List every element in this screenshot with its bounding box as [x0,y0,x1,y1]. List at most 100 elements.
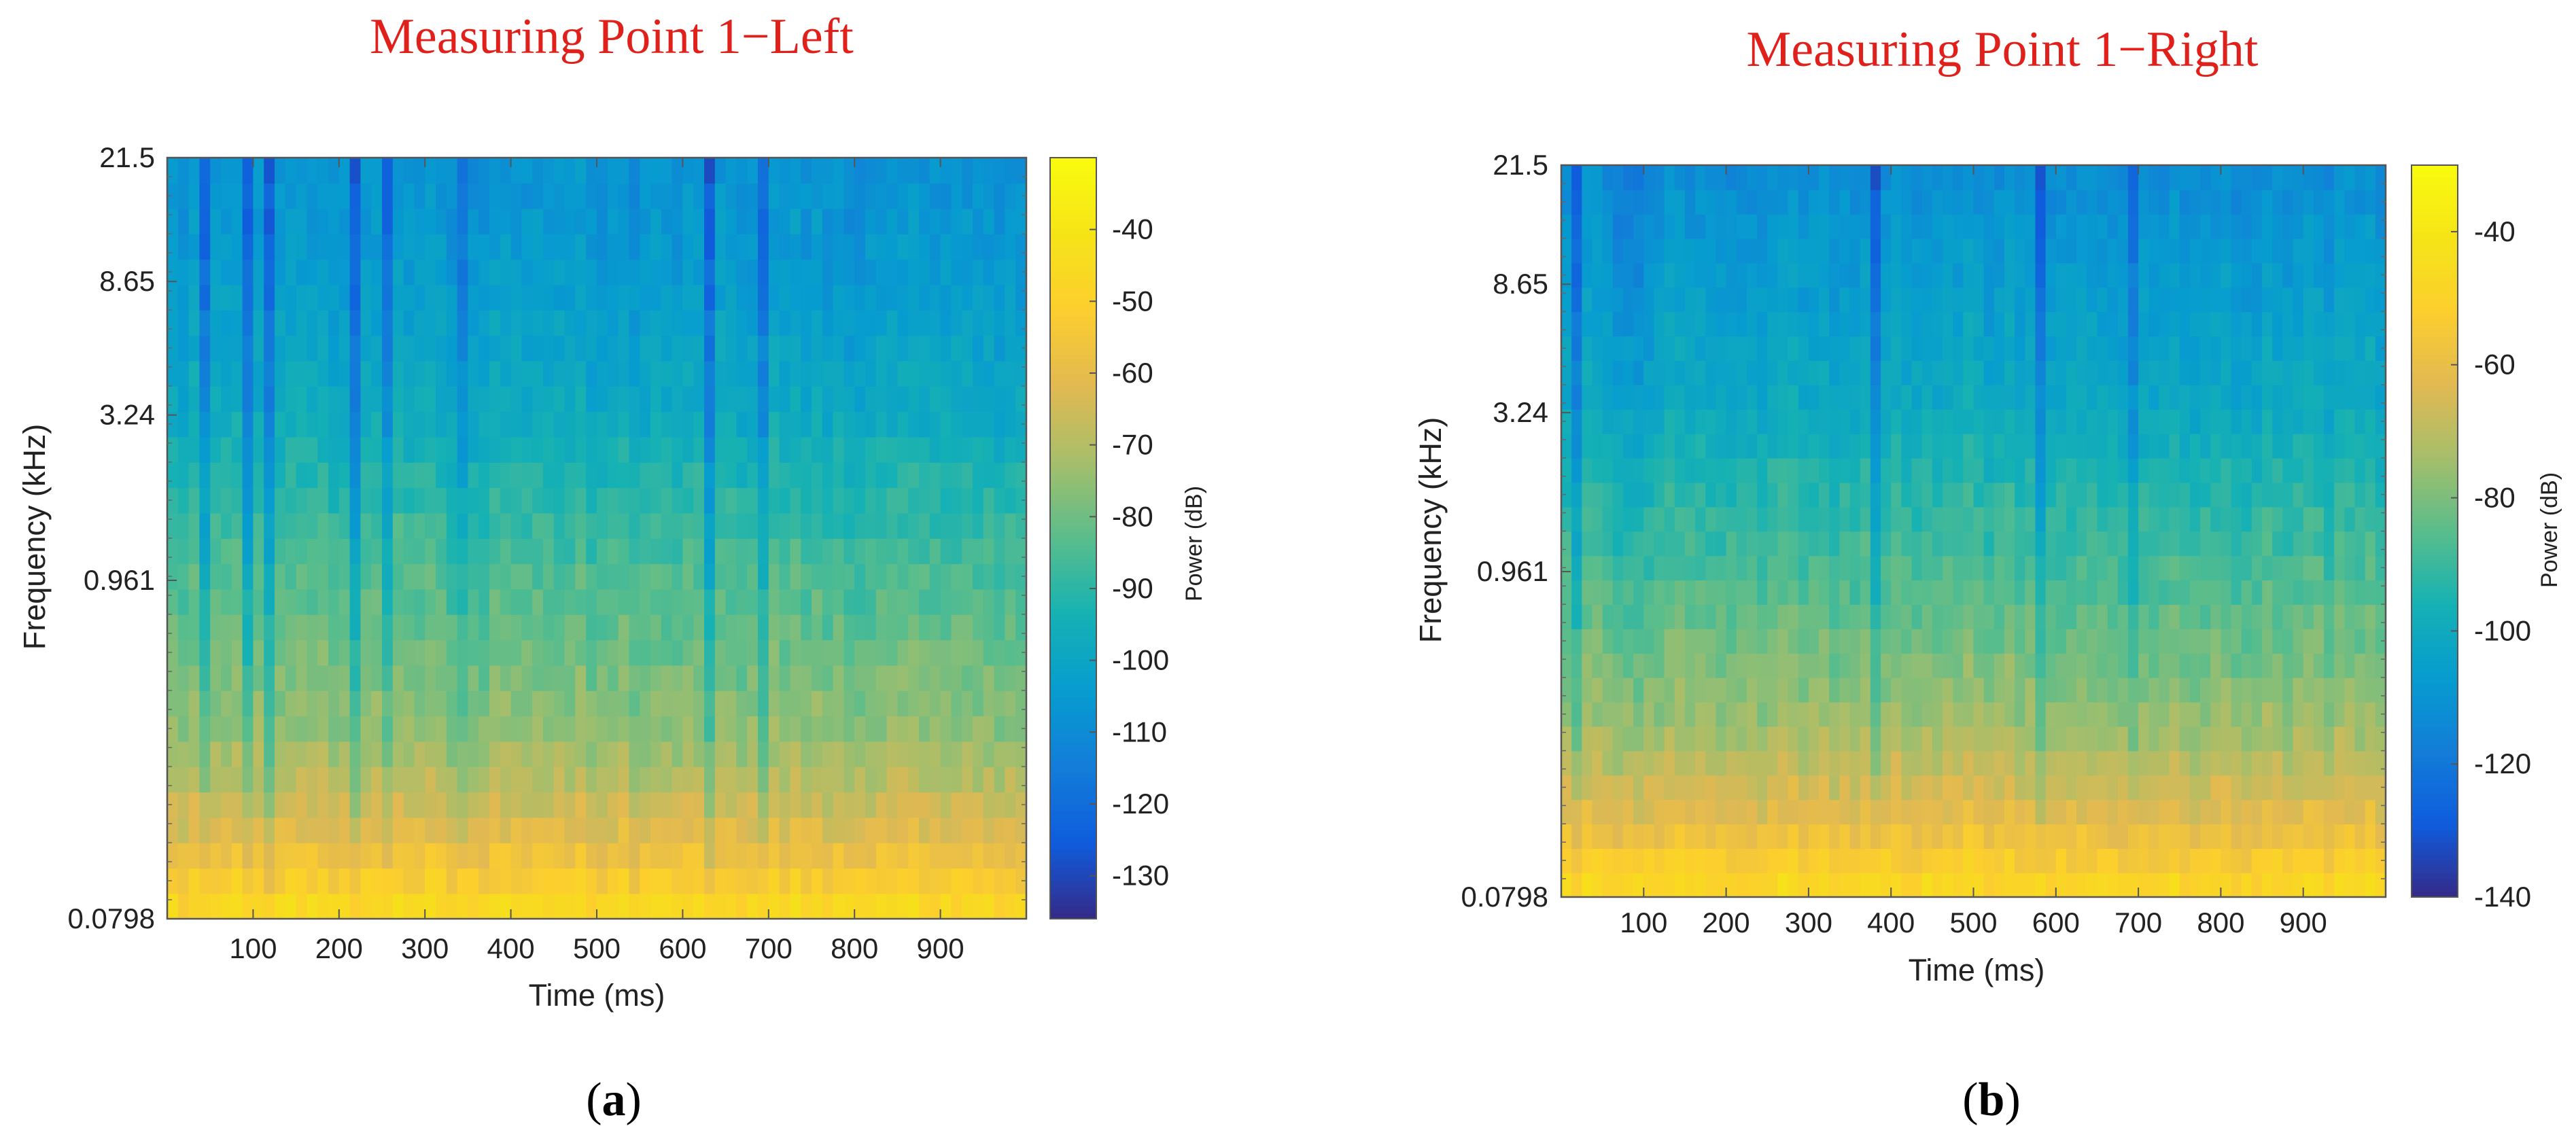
heatmap-cell [1860,506,1871,532]
heatmap-cell [1726,701,1737,727]
heatmap-cell [2066,580,2077,605]
heatmap-cell [177,868,190,894]
heatmap-cell [908,335,920,362]
heatmap-cell [1829,336,1841,361]
heatmap-cell [768,386,780,412]
heatmap-cell [2344,311,2356,337]
heatmap-cell [1571,555,1583,581]
heatmap-cell [2127,238,2139,264]
heatmap-cell [500,411,512,438]
heatmap-cell [768,360,780,387]
heatmap-cell [2169,336,2180,361]
heatmap-cell [296,817,308,843]
heatmap-cell [188,360,201,387]
heatmap-cell [1849,848,1861,873]
heatmap-cell [1561,262,1572,288]
heatmap-cell [1726,189,1737,215]
heatmap-cell [2179,580,2191,605]
heatmap-cell [275,386,286,412]
heatmap-cell [1798,336,1809,361]
heatmap-cell [747,817,759,843]
heatmap-cell [650,436,662,463]
heatmap-cell [242,462,254,489]
heatmap-cell [285,335,297,362]
heatmap-cell [919,386,930,412]
heatmap-cell [2272,580,2284,605]
heatmap-cell [983,843,995,869]
heatmap-cell [371,411,383,438]
heatmap-cell [2087,775,2098,801]
heatmap-cell [1695,873,1707,898]
heatmap-cell [854,360,866,387]
heatmap-cell [1963,409,1974,434]
heatmap-cell [1633,555,1645,581]
heatmap-cell [2241,238,2252,264]
heatmap-cell [2025,213,2036,239]
heatmap-cell [1592,433,1603,459]
heatmap-cell [597,614,608,641]
heatmap-cell [1695,482,1707,508]
heatmap-cell [2303,506,2314,532]
heatmap-cell [843,284,855,311]
heatmap-cell [865,487,877,514]
heatmap-cell [1994,189,2005,215]
heatmap-cell [199,741,211,767]
heatmap-cell [768,310,780,336]
heatmap-cell [188,639,201,666]
heatmap-cell [285,767,297,793]
heatmap-cell [2169,629,2180,654]
heatmap-cell [1592,799,1603,825]
heatmap-cell [392,411,404,438]
heatmap-cell [1736,433,1747,459]
heatmap-cell [2004,189,2015,215]
heatmap-cell [478,817,490,843]
heatmap-cell [2117,506,2129,532]
heatmap-cell [382,690,394,717]
heatmap-cell [929,767,941,793]
heatmap-cell [285,310,297,336]
heatmap-cell [425,335,436,362]
heatmap-cell [1005,665,1016,691]
heatmap-cell [317,843,329,869]
heatmap-cell [1819,409,1830,434]
heatmap-cell [2015,189,2026,215]
heatmap-cell [1819,336,1830,361]
heatmap-cell [1664,311,1675,337]
heatmap-cell [790,843,801,869]
heatmap-cell [1602,531,1614,557]
colorbar-segment [1050,836,1096,843]
heatmap-cell [446,716,458,742]
heatmap-cell [414,487,425,514]
heatmap-cell [1767,580,1779,605]
heatmap-cell [843,487,855,514]
heatmap-cell [951,512,962,539]
heatmap-cell [275,436,286,463]
heatmap-cell [1602,360,1614,385]
heatmap-cell [1674,604,1686,629]
heatmap-cell [1973,555,1985,581]
heatmap-cell [1602,506,1614,532]
heatmap-cell [231,208,243,234]
heatmap-cell [768,183,780,209]
heatmap-cell [510,436,523,463]
heatmap-cell [1870,433,1881,459]
heatmap-cell [1571,726,1583,752]
heatmap-cell [1849,287,1861,313]
heatmap-cell [1777,433,1789,459]
heatmap-cell [1602,482,1614,508]
heatmap-cell [403,843,415,869]
heatmap-cell [264,817,275,843]
heatmap-cell [2324,799,2335,825]
heatmap-cell [2179,531,2191,557]
heatmap-cell [1767,262,1779,288]
heatmap-cell [2221,457,2232,483]
heatmap-cell [231,893,243,919]
heatmap-cell [951,893,962,919]
heatmap-cell [371,893,383,919]
heatmap-cell [2159,409,2170,434]
heatmap-cell [1643,873,1655,898]
heatmap-cell [1695,287,1707,313]
heatmap-cell [2097,360,2108,385]
heatmap-cell [973,614,984,641]
heatmap-cell [360,893,372,919]
